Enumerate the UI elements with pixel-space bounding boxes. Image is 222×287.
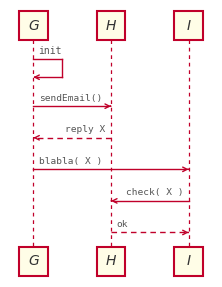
FancyBboxPatch shape [97, 247, 125, 276]
FancyBboxPatch shape [174, 247, 203, 276]
Text: reply X: reply X [65, 125, 105, 134]
Text: H: H [106, 254, 116, 268]
Text: I: I [187, 19, 191, 33]
Text: H: H [106, 19, 116, 33]
Text: G: G [28, 254, 39, 268]
FancyBboxPatch shape [97, 11, 125, 40]
FancyBboxPatch shape [174, 11, 203, 40]
Text: sendEmail(): sendEmail() [39, 94, 102, 103]
Text: G: G [28, 19, 39, 33]
Text: blabla( X ): blabla( X ) [39, 157, 102, 166]
Text: I: I [187, 254, 191, 268]
Text: ok: ok [117, 220, 128, 229]
FancyBboxPatch shape [19, 11, 48, 40]
Text: init: init [38, 46, 61, 56]
FancyBboxPatch shape [19, 247, 48, 276]
Text: check( X ): check( X ) [126, 189, 183, 197]
